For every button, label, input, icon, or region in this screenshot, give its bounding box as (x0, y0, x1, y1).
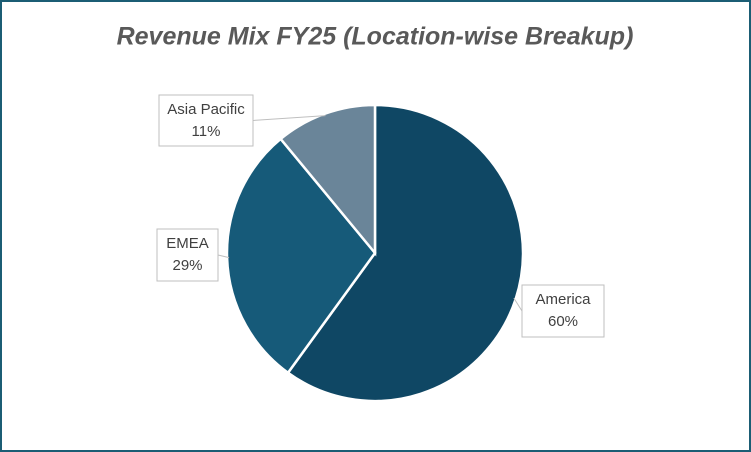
pie-slice (278, 103, 377, 257)
callout-leader (217, 254, 230, 259)
chart-title: Revenue Mix FY25 (Location-wise Breakup) (117, 23, 634, 51)
slice-value-label: 29% (172, 257, 202, 274)
callout-box (156, 228, 219, 282)
callout-leader (252, 115, 326, 121)
slice-value-label: 11% (192, 123, 221, 140)
slice-label: Asia Pacific (167, 101, 245, 118)
callout-leader (513, 297, 523, 312)
slice-value-label: 60% (548, 313, 578, 330)
slice-label: America (535, 291, 591, 308)
pie-slice (286, 103, 525, 403)
slice-label: EMEA (166, 235, 209, 252)
callout-box (521, 284, 605, 338)
callout-box (158, 94, 254, 147)
